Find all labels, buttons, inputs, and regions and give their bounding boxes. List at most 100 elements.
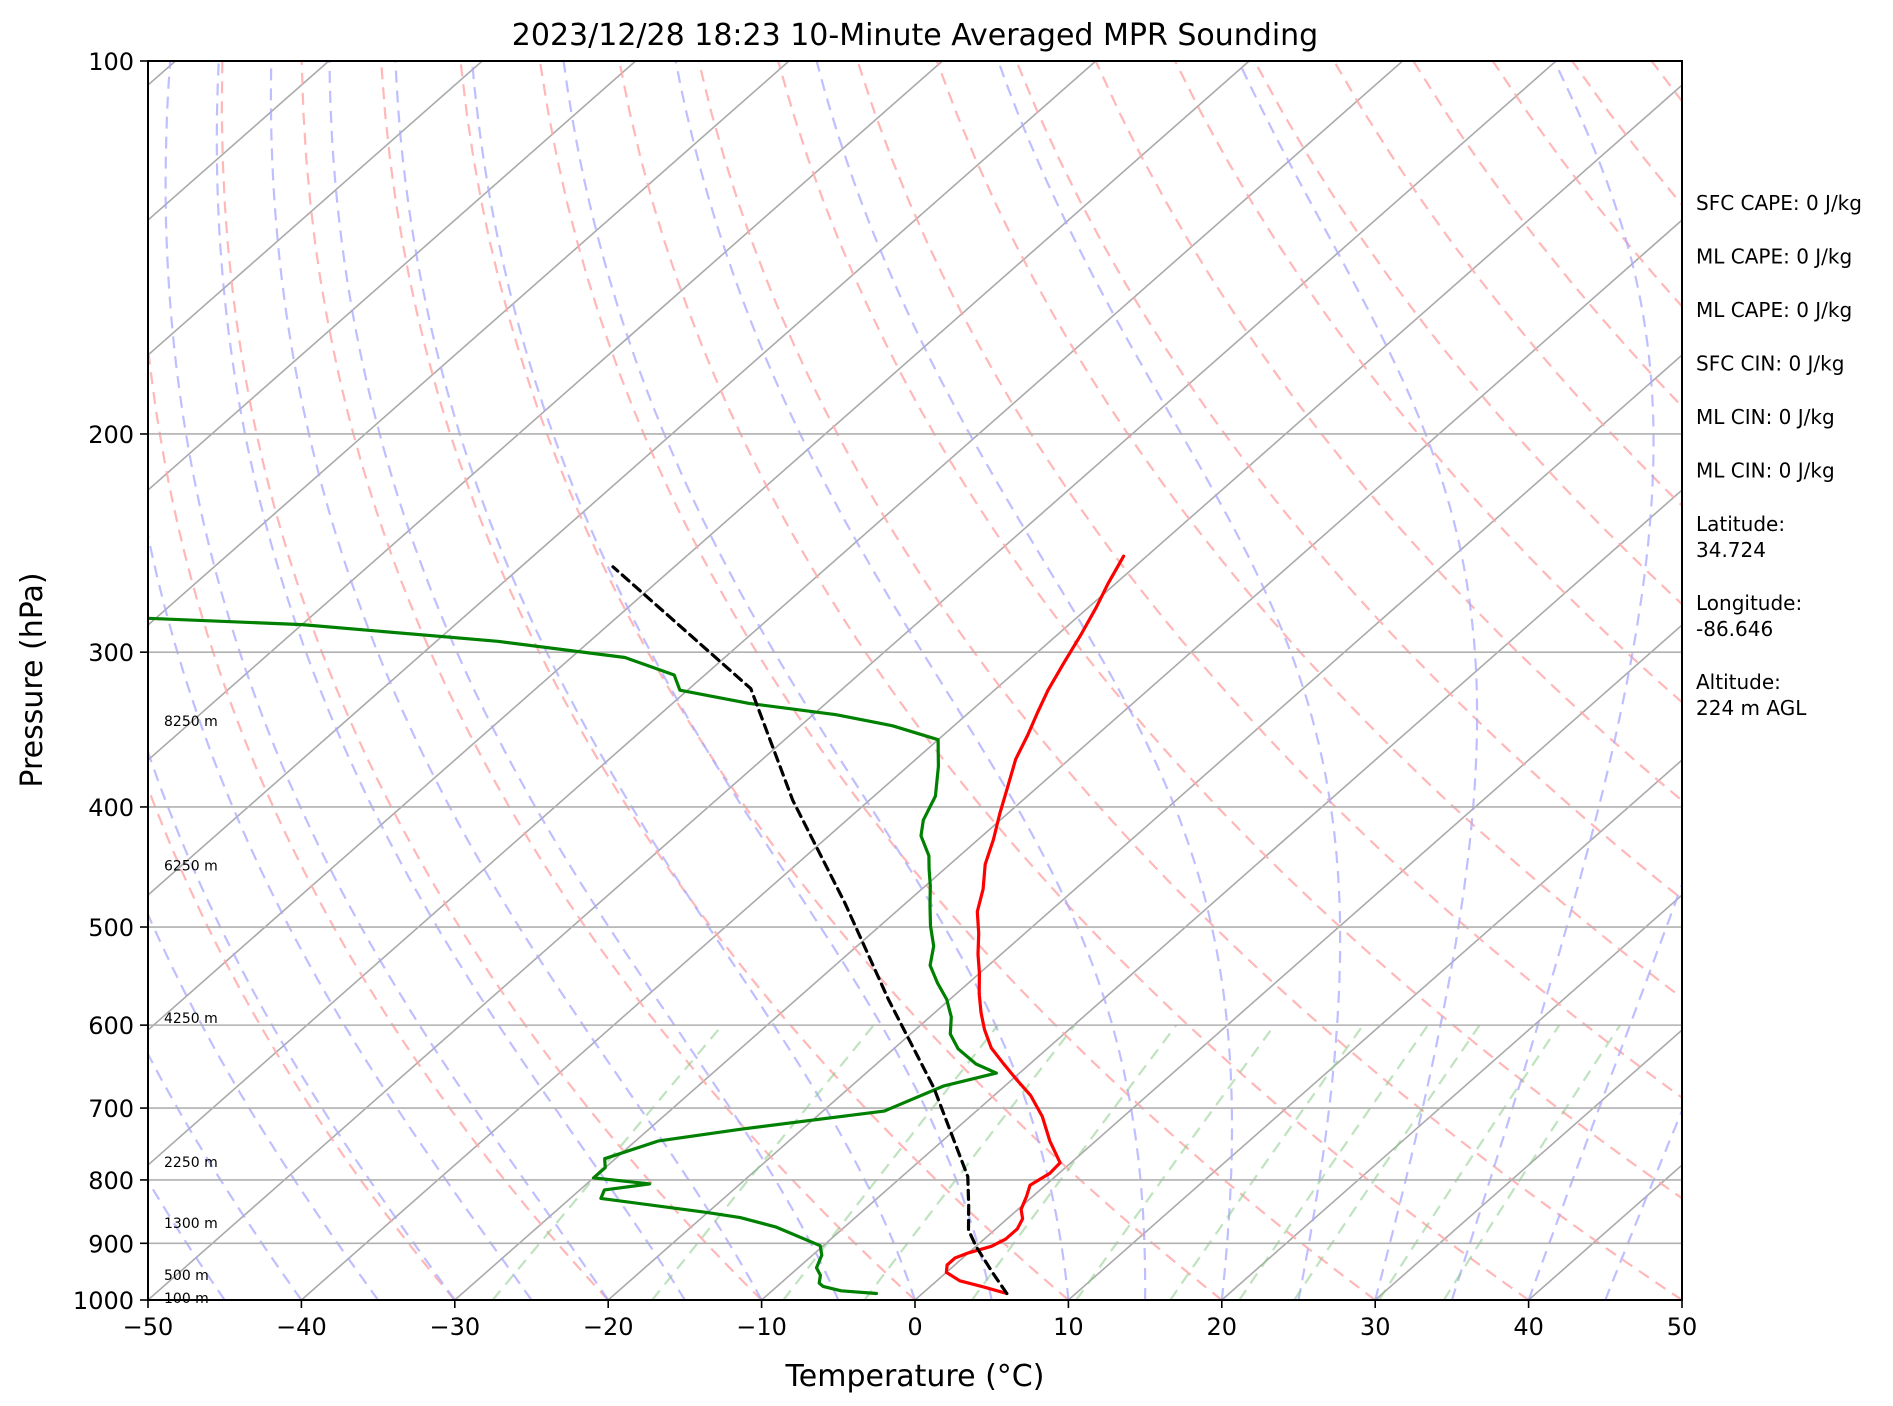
plot-frame	[147, 60, 1683, 1301]
chart-title: 2023/12/28 18:23 10-Minute Averaged MPR …	[512, 18, 1318, 53]
y-tick-label: 1000	[73, 1287, 134, 1315]
index-label: Latitude:	[1696, 512, 1785, 536]
x-tick-label: 50	[1667, 1313, 1698, 1341]
mixing-ratio-line	[782, 1024, 999, 1300]
index-value: 34.724	[1696, 538, 1766, 562]
y-tick-label: 100	[88, 48, 134, 76]
moist-adiabat-line	[164, 61, 610, 1300]
moist-adiabat-line	[148, 530, 533, 1300]
isotherm-line	[148, 61, 637, 492]
isotherm-line	[148, 61, 1250, 1032]
y-tick-label: 600	[88, 1012, 134, 1040]
y-tick-label: 900	[88, 1230, 134, 1258]
background-lines	[148, 61, 1682, 1300]
moist-adiabat-line	[269, 61, 763, 1300]
isotherm-line	[1374, 1028, 1682, 1300]
dewpoint-line	[148, 616, 999, 1296]
parcel-profile-line	[611, 565, 1009, 1296]
height-label: 6250 m	[164, 859, 218, 875]
dry-adiabat-line	[148, 336, 610, 1300]
isotherm-line	[300, 84, 1682, 1300]
dry-adiabat-line	[380, 61, 1070, 1300]
index-label: ML CIN: 0 J/kg	[1696, 405, 1835, 429]
isotherm-line	[914, 623, 1682, 1300]
dry-adiabat-line	[459, 61, 1223, 1300]
x-tick-label: 0	[907, 1313, 922, 1341]
dry-adiabat-line	[300, 61, 916, 1300]
index-label: Altitude:	[1696, 670, 1781, 694]
height-label: 4250 m	[164, 1011, 218, 1027]
x-tick-label: −50	[123, 1313, 174, 1341]
index-label: ML CIN: 0 J/kg	[1696, 459, 1835, 483]
x-tick-label: −40	[276, 1313, 327, 1341]
moist-adiabat-line	[997, 61, 1342, 1300]
height-label: 1300 m	[164, 1216, 218, 1232]
mixing-ratio-line	[491, 1024, 724, 1300]
isotherm-line	[1067, 758, 1682, 1300]
x-tick-label: −20	[583, 1313, 634, 1341]
x-tick-label: 30	[1360, 1313, 1391, 1341]
x-axis-label: Temperature (°C)	[785, 1359, 1045, 1394]
index-value: 224 m AGL	[1696, 696, 1807, 720]
dry-adiabat-line	[697, 61, 1682, 1300]
moist-adiabat-line	[1237, 61, 1479, 1300]
moist-adiabat-line	[562, 61, 1070, 1300]
isotherm-line	[1221, 893, 1682, 1300]
x-axis-ticks: −50 −40 −30 −20 −10 0 10 20 30 40 50	[123, 1300, 1698, 1341]
moist-adiabat-line	[1450, 61, 1655, 1300]
index-label: SFC CAPE: 0 J/kg	[1696, 191, 1862, 215]
x-tick-label: 10	[1053, 1313, 1084, 1341]
mixing-ratio-line	[1075, 1024, 1276, 1300]
sounding-profiles	[148, 554, 1126, 1296]
mixing-ratio-line	[863, 1024, 1076, 1300]
moist-adiabat-line	[148, 1178, 226, 1300]
dry-adiabat-line	[148, 784, 456, 1300]
temperature-line	[944, 554, 1126, 1296]
moist-adiabat-line	[674, 61, 1147, 1300]
dry-adiabat-line	[538, 61, 1376, 1300]
dry-adiabat-line	[220, 61, 763, 1300]
y-axis-ticks: 100 200 300 400 500 600 700 800 900 1000	[73, 48, 148, 1315]
moist-adiabat-line	[148, 911, 379, 1300]
isotherm-line	[148, 61, 1557, 1300]
mixing-ratio-line	[651, 1024, 875, 1300]
x-tick-label: 40	[1513, 1313, 1544, 1341]
mixing-ratio-line	[1442, 1024, 1622, 1300]
isotherm-line	[148, 61, 483, 357]
moist-adiabat-line	[215, 61, 686, 1300]
dry-adiabat-line	[935, 61, 1682, 1000]
index-label: ML CAPE: 0 J/kg	[1696, 245, 1852, 269]
y-axis-label: Pressure (hPa)	[15, 572, 50, 787]
y-tick-label: 500	[88, 914, 134, 942]
isotherm-line	[148, 61, 790, 627]
index-label: Longitude:	[1696, 591, 1802, 615]
y-tick-label: 800	[88, 1167, 134, 1195]
isotherm-line	[454, 219, 1682, 1300]
height-label: 8250 m	[164, 714, 218, 730]
x-tick-label: −30	[429, 1313, 480, 1341]
height-label: 2250 m	[164, 1155, 218, 1171]
isotherm-line	[761, 489, 1682, 1300]
isotherm-line	[148, 61, 1404, 1167]
height-label: 100 m	[164, 1291, 209, 1307]
x-tick-label: 20	[1207, 1313, 1238, 1341]
index-value: -86.646	[1696, 617, 1773, 641]
moist-adiabat-line	[1527, 881, 1682, 1300]
dry-adiabat-line	[856, 61, 1682, 1099]
y-tick-label: 400	[88, 794, 134, 822]
isotherm-line	[607, 354, 1682, 1300]
isotherm-line	[148, 61, 1097, 897]
index-label: ML CAPE: 0 J/kg	[1696, 298, 1852, 322]
sounding-indices-panel: SFC CAPE: 0 J/kg ML CAPE: 0 J/kg ML CAPE: …	[1696, 191, 1862, 720]
moist-adiabat-line	[328, 61, 840, 1300]
height-label: 500 m	[164, 1268, 209, 1284]
x-tick-label: −10	[736, 1313, 787, 1341]
isotherm-line	[148, 61, 943, 762]
y-tick-label: 200	[88, 421, 134, 449]
moist-adiabat-line	[815, 61, 1234, 1300]
index-label: SFC CIN: 0 J/kg	[1696, 352, 1844, 376]
dry-adiabat-line	[618, 61, 1530, 1300]
y-tick-label: 700	[88, 1095, 134, 1123]
y-tick-label: 300	[88, 639, 134, 667]
